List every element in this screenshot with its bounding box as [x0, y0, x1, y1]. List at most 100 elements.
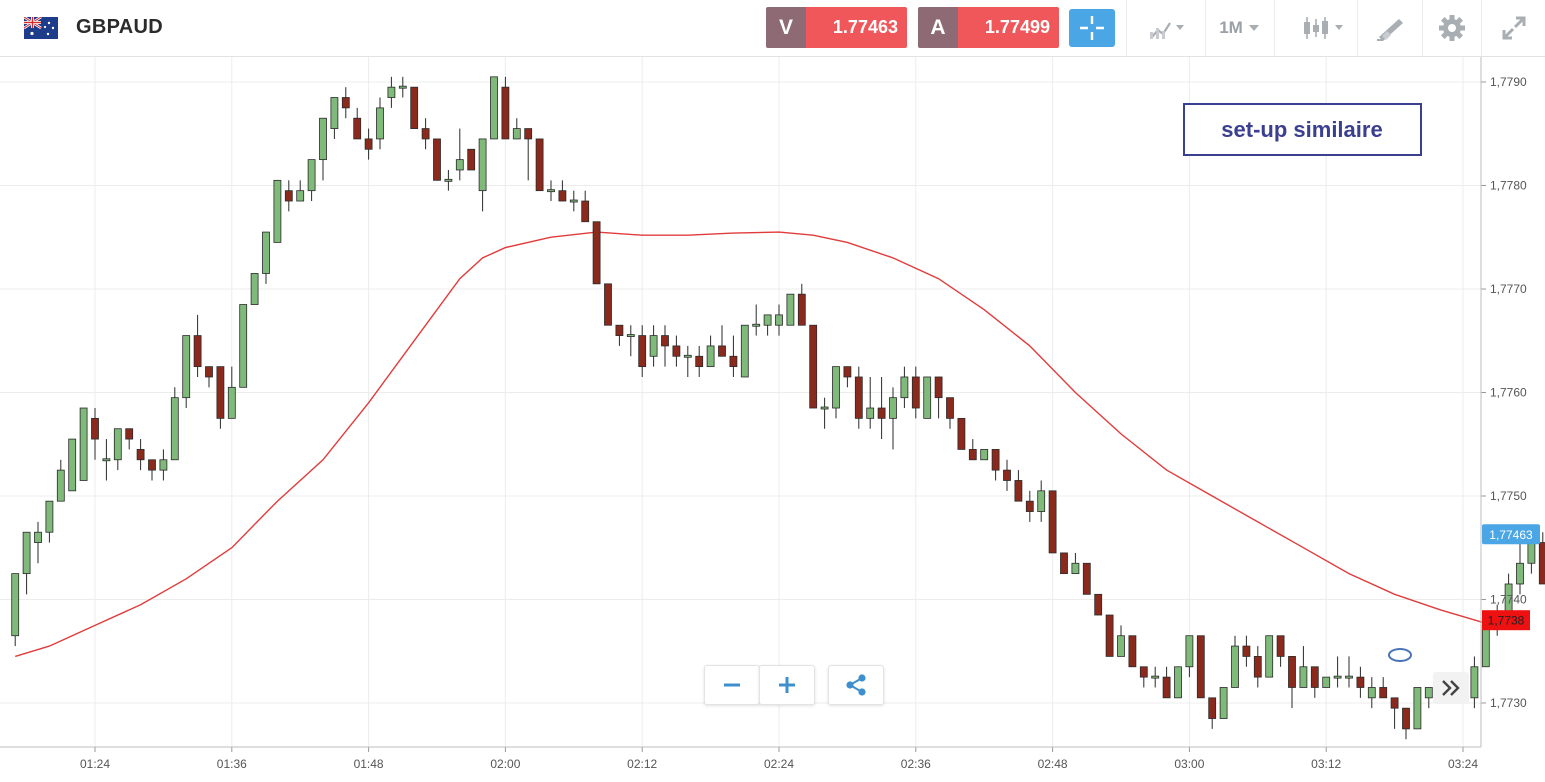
- candle-body-bull: [1322, 676, 1331, 688]
- ma-value-label: 1,7738: [1488, 614, 1525, 628]
- crosshair-button[interactable]: [1069, 9, 1115, 47]
- chart-type-dropdown[interactable]: [1126, 0, 1205, 56]
- x-tick-label: 02:48: [1038, 757, 1068, 771]
- candle: [125, 428, 134, 450]
- annotation-text: set-up similaire: [1221, 117, 1382, 142]
- drawing-tools-button[interactable]: [1357, 0, 1422, 56]
- candle: [843, 366, 852, 388]
- candle-body-bear: [91, 417, 99, 440]
- share-button[interactable]: [828, 665, 884, 705]
- y-tick-label: 1,7740: [1490, 593, 1527, 607]
- candle-body-bull: [68, 438, 77, 492]
- candle-body-bear: [205, 366, 213, 378]
- candle: [1014, 470, 1023, 502]
- candle-body-bear: [672, 345, 681, 357]
- candle-body-bear: [809, 324, 818, 409]
- gbp-aud-flag-icon: [24, 17, 58, 39]
- candle: [786, 293, 795, 326]
- candle: [957, 417, 966, 450]
- sell-button[interactable]: V 1.77463: [766, 7, 907, 48]
- candle: [284, 180, 293, 212]
- line-chart-icon: [1150, 22, 1184, 39]
- candle-body-bull: [102, 458, 111, 462]
- candle: [136, 439, 145, 471]
- candle: [433, 138, 441, 181]
- candle-body-bull: [889, 397, 897, 419]
- candle-body-bear: [934, 376, 943, 399]
- candle: [1003, 459, 1011, 491]
- candle-body-bear: [501, 86, 510, 140]
- y-tick-label: 1,7760: [1490, 386, 1527, 400]
- candle: [1253, 646, 1262, 688]
- candle-body-bull: [34, 531, 42, 543]
- gear-icon: [1439, 15, 1465, 41]
- candle-body-bull: [330, 97, 339, 129]
- scroll-to-latest-button[interactable]: [1433, 672, 1469, 704]
- candle: [353, 107, 362, 140]
- candle-body-bear: [1128, 635, 1137, 668]
- candle-body-bear: [1310, 666, 1319, 688]
- candle: [102, 439, 111, 481]
- candle: [1128, 635, 1137, 668]
- candle-body-bull: [56, 469, 65, 502]
- candle: [1117, 625, 1125, 657]
- candle-body-bull: [547, 189, 555, 193]
- candle-body-bull: [1333, 675, 1342, 679]
- candle-body-bull: [1413, 687, 1422, 730]
- candle: [615, 324, 624, 346]
- candle: [159, 449, 168, 481]
- instrument-symbol: GBPAUD: [76, 16, 163, 38]
- candle: [729, 335, 738, 377]
- zoom-in-button[interactable]: [759, 665, 815, 705]
- timeframe-dropdown[interactable]: 1M: [1205, 0, 1274, 56]
- candle-body-bear: [524, 128, 533, 140]
- candle: [569, 190, 578, 212]
- toolbar: GBPAUD V 1.77463 A 1.77499 1M: [0, 0, 1545, 57]
- settings-button[interactable]: [1422, 0, 1481, 56]
- candle-body-bull: [1265, 635, 1274, 678]
- candle-body-bear: [535, 138, 544, 192]
- candle-body-bear: [854, 376, 863, 419]
- candle-body-bear: [284, 190, 293, 202]
- candle: [11, 573, 20, 647]
- candle-body-bear: [604, 283, 612, 326]
- candle: [980, 449, 989, 461]
- expand-icon: [1502, 16, 1526, 40]
- price-chart[interactable]: 1,7790 1,7780 1,7770 1,7760 1,7750 1,7740 1,77…: [0, 57, 1545, 782]
- candle: [558, 180, 567, 202]
- candle-body-bear: [1402, 707, 1410, 730]
- zoom-out-button[interactable]: [704, 665, 760, 705]
- candle: [968, 439, 977, 461]
- candle-body-bear: [581, 200, 590, 223]
- candle: [398, 76, 407, 98]
- candle-body-bull: [307, 159, 316, 192]
- minus-icon: [724, 683, 740, 687]
- candle: [638, 325, 647, 377]
- candle: [22, 531, 31, 595]
- candle: [250, 273, 259, 305]
- candlestick-style-dropdown[interactable]: [1274, 0, 1357, 56]
- candle-body-bull: [786, 293, 795, 326]
- candle: [581, 190, 590, 223]
- candlestick-icon: [1304, 17, 1343, 39]
- moving-average-line: [14, 231, 1486, 658]
- current-price-badge: [1482, 524, 1540, 545]
- candle-body-bear: [729, 355, 738, 368]
- candle-body-bear: [957, 417, 966, 450]
- candle-body-bear: [1025, 500, 1034, 512]
- candle-body-bear: [1105, 614, 1114, 657]
- candle-body-bear: [1196, 635, 1205, 699]
- fullscreen-button[interactable]: [1481, 0, 1545, 56]
- candle: [1265, 635, 1274, 678]
- buy-button[interactable]: A 1.77499: [918, 7, 1059, 48]
- candle: [307, 159, 316, 202]
- candle: [718, 325, 726, 357]
- candle-body-bull: [239, 304, 248, 388]
- candle-body-bear: [136, 449, 145, 461]
- candle-body-bear: [193, 335, 202, 368]
- candle-body-bear: [797, 293, 806, 326]
- candle: [889, 387, 897, 450]
- candle-body-bear: [1276, 635, 1285, 657]
- candle: [683, 345, 692, 377]
- candle: [1356, 666, 1365, 698]
